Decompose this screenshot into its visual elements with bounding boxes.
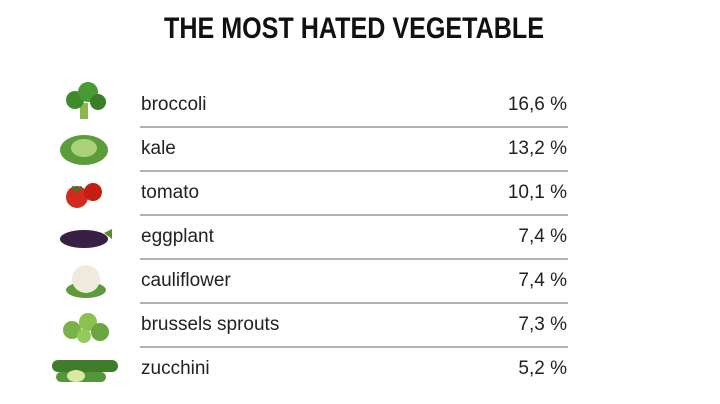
label: brussels sprouts	[141, 314, 279, 335]
row: cauliflower 7,4 %	[140, 270, 568, 304]
icons	[52, 82, 118, 382]
value: 7,4 %	[518, 270, 567, 291]
label: zucchini	[141, 358, 210, 379]
value: 7,4 %	[518, 226, 567, 247]
label: kale	[141, 138, 176, 159]
kale-icon	[60, 135, 108, 165]
value: 5,2 %	[518, 358, 567, 379]
title: THE MOST HATED VEGETABLE	[164, 12, 544, 45]
brussels-sprouts-icon	[63, 313, 109, 343]
zucchini-icon	[52, 360, 118, 382]
broccoli-icon	[66, 82, 106, 119]
value: 13,2 %	[508, 138, 567, 159]
row: brussels sprouts 7,3 %	[140, 314, 568, 348]
row: zucchini 5,2 %	[141, 358, 567, 379]
value: 10,1 %	[508, 182, 567, 203]
row: eggplant 7,4 %	[140, 226, 568, 260]
row: broccoli 16,6 %	[140, 94, 568, 128]
eggplant-icon	[60, 229, 112, 248]
row: tomato 10,1 %	[140, 182, 568, 216]
value: 7,3 %	[518, 314, 567, 335]
label: tomato	[141, 182, 199, 203]
label: broccoli	[141, 94, 206, 115]
cauliflower-icon	[66, 265, 106, 298]
row: kale 13,2 %	[140, 138, 568, 172]
table: broccoli 16,6 % kale 13,2 % tomato 10,1 % eggp…	[140, 94, 568, 379]
label: cauliflower	[141, 270, 231, 291]
value: 16,6 %	[508, 94, 567, 115]
tomato-icon	[66, 183, 102, 208]
label: eggplant	[141, 226, 215, 247]
